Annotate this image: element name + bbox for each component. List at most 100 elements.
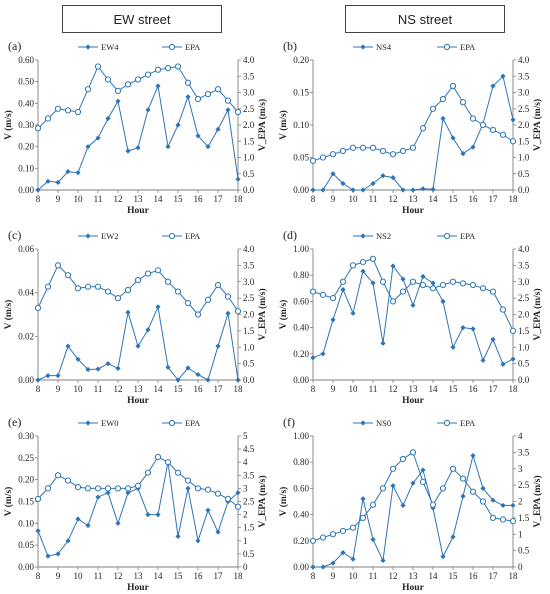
data-point xyxy=(389,465,397,472)
series-line xyxy=(37,305,239,381)
y2-tick-label: 4 xyxy=(518,431,523,441)
legend-marker xyxy=(443,232,451,240)
x-tick-label: 14 xyxy=(154,571,164,581)
x-tick-label: 9 xyxy=(331,571,336,581)
y-tick-label: 0.40 xyxy=(18,98,34,108)
y-tick-label: 0.30 xyxy=(18,120,34,130)
data-point xyxy=(135,343,141,349)
y2-tick-label: 0 xyxy=(243,562,248,572)
y2-tick-label: 2.0 xyxy=(243,310,255,320)
data-point xyxy=(390,483,396,489)
data-point xyxy=(54,105,62,112)
y-tick-label: 0.60 xyxy=(293,483,309,493)
data-point xyxy=(194,485,202,492)
data-point xyxy=(449,465,457,472)
data-point xyxy=(75,356,81,362)
y2-tick-label: 3.5 xyxy=(518,260,530,270)
y2-tick-label: 2 xyxy=(518,497,523,507)
data-point xyxy=(370,280,376,286)
data-point xyxy=(55,179,61,186)
data-point xyxy=(419,478,427,485)
y-tick-label: 0.50 xyxy=(18,77,34,87)
x-tick-label: 13 xyxy=(134,384,144,394)
data-point xyxy=(399,288,407,295)
data-point xyxy=(185,485,191,491)
x-tick-label: 16 xyxy=(194,571,204,581)
x-tick-label: 16 xyxy=(194,194,204,204)
y-tick-label: 0.15 xyxy=(18,497,34,507)
data-point xyxy=(124,485,132,492)
data-point xyxy=(235,490,241,496)
y2-tick-label: 0.0 xyxy=(518,375,530,385)
data-point xyxy=(340,287,346,293)
data-point xyxy=(390,263,396,269)
data-point xyxy=(55,551,61,557)
y2-tick-label: 3.0 xyxy=(518,88,530,98)
data-point xyxy=(225,310,231,317)
data-point xyxy=(125,309,131,315)
y2-tick-label: 4.5 xyxy=(243,444,255,454)
data-point xyxy=(145,107,151,113)
data-point xyxy=(184,477,192,484)
x-tick-label: 15 xyxy=(174,194,184,204)
y2-tick-label: 2.5 xyxy=(243,104,255,114)
y2-tick-label: 4.0 xyxy=(518,244,530,254)
x-tick-label: 9 xyxy=(56,571,61,581)
data-point xyxy=(65,168,71,175)
data-point xyxy=(350,310,356,316)
data-point xyxy=(55,373,61,379)
data-point xyxy=(350,187,356,193)
y-tick-label: 0.60 xyxy=(293,296,309,306)
y2-tick-label: 3.5 xyxy=(243,260,255,270)
data-point xyxy=(509,327,517,334)
data-point xyxy=(215,126,221,132)
column-header-ns: NS street xyxy=(345,5,505,33)
data-point xyxy=(330,171,336,177)
data-point xyxy=(115,98,121,104)
y2-tick-label: 0.0 xyxy=(518,185,530,195)
y2-tick-label: 3 xyxy=(518,464,523,474)
legend-label: NS2 xyxy=(376,231,391,241)
y2-tick-label: 3.5 xyxy=(243,470,255,480)
x-tick-label: 16 xyxy=(194,384,204,394)
x-tick-label: 18 xyxy=(234,194,244,204)
data-point xyxy=(84,86,92,93)
data-point xyxy=(214,86,222,93)
data-point xyxy=(509,138,517,145)
legend-marker xyxy=(85,420,91,426)
series-line xyxy=(37,65,239,129)
y2-tick-label: 3.5 xyxy=(243,71,255,81)
series-line xyxy=(37,84,239,191)
series-line xyxy=(313,75,514,191)
x-tick-label: 9 xyxy=(331,194,336,204)
y-tick-label: 0.40 xyxy=(293,510,309,520)
data-point xyxy=(195,371,201,378)
data-point xyxy=(319,291,327,298)
data-point xyxy=(450,344,456,350)
panel-label: (d) xyxy=(283,228,297,242)
data-point xyxy=(360,268,366,274)
data-point xyxy=(469,281,477,289)
data-point xyxy=(164,459,172,466)
data-point xyxy=(330,560,336,566)
y2-tick-label: 2.5 xyxy=(518,480,530,490)
x-tick-label: 15 xyxy=(174,384,184,394)
data-point xyxy=(419,125,427,132)
data-point xyxy=(114,87,122,94)
data-point xyxy=(319,534,327,541)
data-point xyxy=(399,147,407,155)
data-point xyxy=(44,485,52,492)
y2-axis-label: V_EPA (m/s) xyxy=(257,288,268,340)
y2-tick-label: 1.5 xyxy=(518,326,530,336)
data-point xyxy=(439,485,447,492)
data-point xyxy=(105,490,111,496)
y2-tick-label: 0.5 xyxy=(243,549,255,559)
data-point xyxy=(320,351,326,357)
data-point xyxy=(469,115,477,122)
y2-tick-label: 1 xyxy=(243,536,248,546)
data-point xyxy=(400,187,406,193)
data-point xyxy=(409,144,417,151)
data-point xyxy=(204,91,212,98)
data-point xyxy=(329,531,337,538)
x-tick-label: 16 xyxy=(469,194,479,204)
